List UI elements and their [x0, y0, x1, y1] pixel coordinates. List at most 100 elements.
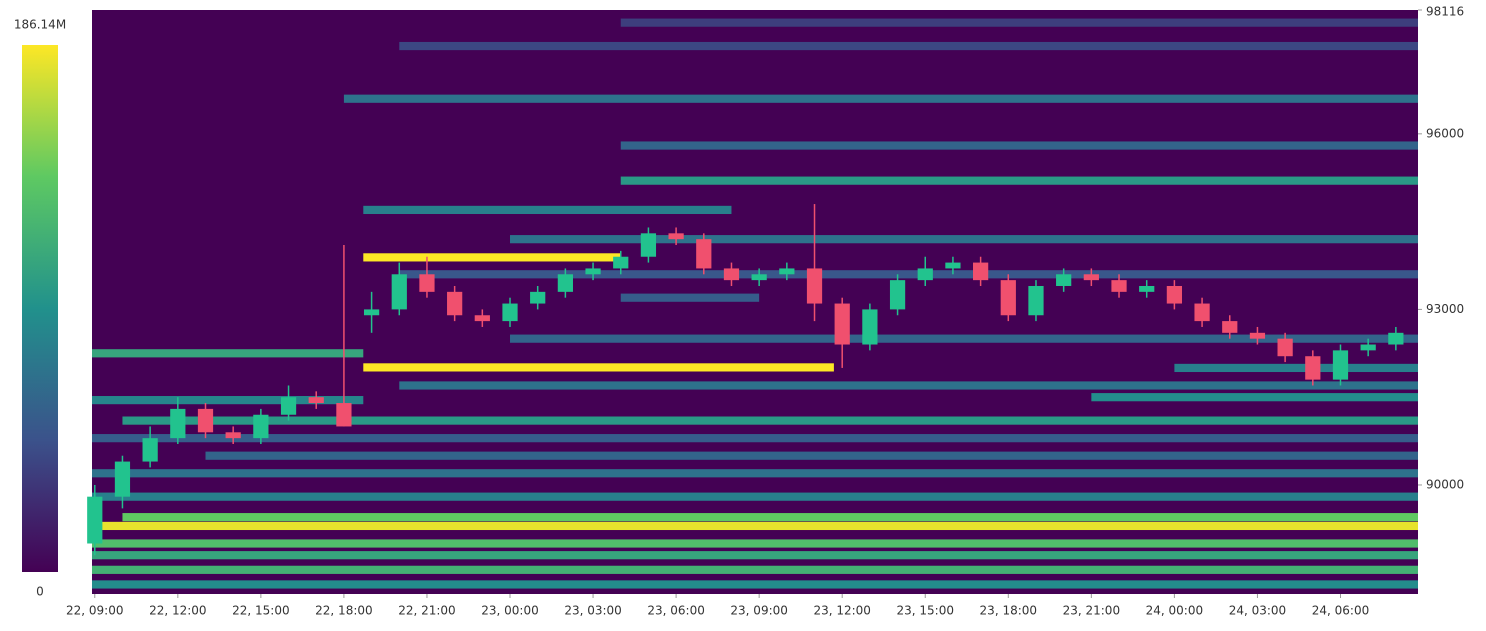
candle-body: [308, 397, 324, 404]
heat-band: [363, 205, 732, 215]
candle-body: [363, 309, 380, 316]
heat-band: [620, 18, 1418, 27]
candle-body: [917, 268, 933, 281]
heat-band: [92, 349, 364, 358]
heat-band: [92, 396, 364, 405]
candle-body: [336, 403, 352, 427]
heat-band: [92, 469, 1418, 478]
candle-body: [973, 262, 989, 281]
x-tick-label: 23, 06:00: [647, 604, 704, 618]
heat-band: [399, 270, 1418, 279]
candle-body: [1056, 274, 1072, 286]
candle-body: [945, 262, 961, 269]
candle-body: [1111, 280, 1127, 292]
y-tick-label: 93000: [1426, 302, 1464, 316]
candle-body: [585, 268, 601, 275]
candle-body: [1083, 274, 1099, 281]
candle-body: [1332, 350, 1349, 380]
candle-body: [751, 274, 767, 281]
candle-body: [613, 256, 629, 269]
candle-body: [1000, 280, 1016, 316]
heat-band: [122, 513, 1419, 522]
candle-body: [170, 408, 186, 439]
heat-band: [205, 451, 1418, 460]
candle-body: [197, 408, 214, 433]
y-tick-label: 98116: [1426, 5, 1464, 19]
x-tick-label: 24, 00:00: [1146, 604, 1203, 618]
heat-band: [92, 551, 1418, 560]
candle-body: [419, 274, 435, 292]
heat-band: [92, 492, 1418, 501]
heat-band: [343, 94, 1418, 103]
candle-body: [668, 233, 684, 240]
candle-body: [1222, 321, 1238, 333]
x-tick-label: 24, 06:00: [1312, 604, 1369, 618]
heat-band: [92, 521, 1418, 531]
heat-band: [1091, 393, 1418, 402]
x-tick-label: 23, 21:00: [1063, 604, 1120, 618]
candle-body: [806, 268, 823, 304]
candle-body: [87, 496, 103, 544]
heat-band: [620, 141, 1418, 150]
heat-band: [510, 235, 1418, 244]
y-tick-label: 96000: [1426, 126, 1464, 140]
x-tick-label: 22, 15:00: [232, 604, 289, 618]
colorbar-label: 186.14M: [14, 18, 66, 32]
candle-body: [1388, 332, 1404, 345]
heat-band: [363, 253, 621, 262]
candle-body: [1305, 356, 1321, 380]
candle-body: [1277, 338, 1293, 357]
candle-body: [1166, 285, 1183, 304]
heat-band: [510, 334, 1418, 343]
candle-body: [1194, 303, 1210, 322]
candle-body: [862, 309, 878, 345]
candle-body: [502, 303, 518, 322]
heat-band: [92, 434, 1418, 443]
candle-body: [696, 239, 712, 269]
candle-body: [253, 414, 269, 439]
x-tick-label: 23, 12:00: [813, 604, 870, 618]
heat-band: [620, 176, 1418, 185]
heat-band: [363, 363, 834, 372]
y-tick-label: 90000: [1426, 477, 1464, 491]
x-tick-label: 23, 00:00: [481, 604, 538, 618]
candle-body: [834, 303, 850, 345]
x-tick-label: 22, 09:00: [66, 604, 123, 618]
heat-band: [92, 539, 1418, 548]
x-tick-label: 22, 18:00: [315, 604, 372, 618]
candle-body: [280, 397, 297, 415]
x-tick-label: 23, 18:00: [980, 604, 1037, 618]
heat-band: [1174, 363, 1418, 373]
x-tick-label: 22, 21:00: [398, 604, 455, 618]
x-tick-label: 23, 03:00: [564, 604, 621, 618]
heat-band: [620, 293, 760, 302]
candle-body: [142, 438, 158, 462]
x-tick-label: 23, 09:00: [730, 604, 787, 618]
candle-body: [447, 291, 463, 316]
candle-body: [557, 274, 573, 292]
heat-band: [399, 381, 1418, 390]
candle-body: [640, 233, 657, 257]
candle-body: [779, 268, 795, 275]
candle-body: [1360, 344, 1376, 351]
colorbar-label: 0: [36, 585, 44, 599]
candle-body: [723, 268, 740, 281]
x-tick-label: 23, 15:00: [897, 604, 954, 618]
candle-body: [889, 280, 906, 310]
candle-body: [474, 315, 490, 322]
candle-body: [391, 274, 407, 310]
candle-body: [1249, 332, 1266, 339]
heat-band: [92, 580, 1418, 589]
heat-band: [122, 416, 1419, 425]
candle-body: [225, 432, 241, 439]
x-tick-label: 22, 12:00: [149, 604, 206, 618]
candle-body: [114, 461, 131, 497]
x-tick-label: 24, 03:00: [1229, 604, 1286, 618]
candle-body: [530, 291, 546, 304]
heat-band: [92, 565, 1418, 574]
colorbar: [22, 45, 58, 572]
candle-body: [1139, 285, 1155, 292]
heat-band: [399, 41, 1418, 51]
candle-body: [1028, 285, 1044, 316]
